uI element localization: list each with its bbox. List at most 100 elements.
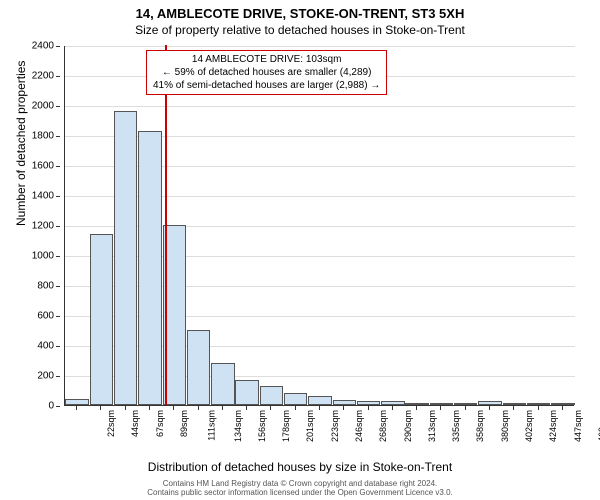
- histogram-bar: [308, 396, 331, 405]
- histogram-bar: [381, 401, 404, 406]
- histogram-bar: [503, 403, 526, 405]
- x-tick-mark: [149, 406, 150, 410]
- histogram-bar: [187, 330, 210, 405]
- histogram-bar: [527, 403, 550, 405]
- y-tick-label: 800: [37, 281, 54, 292]
- y-tick-mark: [56, 76, 60, 77]
- x-tick-label: 246sqm: [354, 410, 364, 442]
- info-line-1: 14 AMBLECOTE DRIVE: 103sqm: [153, 53, 380, 66]
- footer-line-1: Contains HM Land Registry data © Crown c…: [0, 479, 600, 489]
- y-tick-mark: [56, 196, 60, 197]
- y-tick-mark: [56, 406, 60, 407]
- x-tick-label: 89sqm: [179, 410, 189, 437]
- x-tick-label: 313sqm: [427, 410, 437, 442]
- chart-container: 14, AMBLECOTE DRIVE, STOKE-ON-TRENT, ST3…: [0, 0, 600, 500]
- plot-area: [64, 46, 574, 406]
- y-tick-label: 200: [37, 371, 54, 382]
- histogram-bar: [138, 131, 161, 406]
- histogram-bar: [430, 403, 453, 405]
- chart-area: [64, 46, 574, 406]
- y-tick-mark: [56, 316, 60, 317]
- x-tick-mark: [343, 406, 344, 410]
- x-tick-label: 156sqm: [257, 410, 267, 442]
- x-tick-mark: [562, 406, 563, 410]
- histogram-bar: [260, 386, 283, 406]
- x-tick-label: 402sqm: [524, 410, 534, 442]
- x-tick-label: 380sqm: [500, 410, 510, 442]
- histogram-bar: [333, 400, 356, 405]
- y-tick-mark: [56, 286, 60, 287]
- x-tick-mark: [538, 406, 539, 410]
- y-tick-label: 400: [37, 341, 54, 352]
- y-tick-label: 1600: [32, 161, 54, 172]
- histogram-bar: [357, 401, 380, 405]
- y-tick-label: 1400: [32, 191, 54, 202]
- x-tick-label: 22sqm: [106, 410, 116, 437]
- x-tick-label: 335sqm: [451, 410, 461, 442]
- x-tick-mark: [246, 406, 247, 410]
- x-tick-mark: [465, 406, 466, 410]
- x-tick-mark: [489, 406, 490, 410]
- y-tick-mark: [56, 226, 60, 227]
- x-tick-mark: [222, 406, 223, 410]
- histogram-bar: [235, 380, 258, 406]
- x-tick-mark: [76, 406, 77, 410]
- y-tick-mark: [56, 136, 60, 137]
- page-subtitle: Size of property relative to detached ho…: [0, 21, 600, 37]
- histogram-bar: [114, 111, 137, 405]
- x-tick-mark: [198, 406, 199, 410]
- x-tick-label: 447sqm: [573, 410, 583, 442]
- histogram-bar: [65, 399, 88, 405]
- x-tick-label: 424sqm: [548, 410, 558, 442]
- x-tick-mark: [440, 406, 441, 410]
- y-tick-label: 2200: [32, 71, 54, 82]
- y-tick-label: 1800: [32, 131, 54, 142]
- y-tick-mark: [56, 346, 60, 347]
- y-tick-label: 2400: [32, 41, 54, 52]
- info-line-3: 41% of semi-detached houses are larger (…: [153, 79, 380, 92]
- x-tick-mark: [173, 406, 174, 410]
- y-tick-mark: [56, 166, 60, 167]
- histogram-bar: [211, 363, 234, 405]
- x-tick-label: 178sqm: [281, 410, 291, 442]
- x-tick-label: 268sqm: [378, 410, 388, 442]
- y-tick-label: 0: [48, 401, 54, 412]
- x-tick-label: 67sqm: [155, 410, 165, 437]
- grid-line: [65, 106, 575, 107]
- x-tick-label: 290sqm: [403, 410, 413, 442]
- x-tick-label: 111sqm: [207, 410, 217, 441]
- x-axis-label: Distribution of detached houses by size …: [0, 460, 600, 474]
- x-tick-mark: [100, 406, 101, 410]
- x-tick-mark: [125, 406, 126, 410]
- x-tick-mark: [270, 406, 271, 410]
- page-title: 14, AMBLECOTE DRIVE, STOKE-ON-TRENT, ST3…: [0, 0, 600, 21]
- x-tick-label: 44sqm: [130, 410, 140, 437]
- y-tick-label: 1200: [32, 221, 54, 232]
- y-tick-label: 2000: [32, 101, 54, 112]
- info-box: 14 AMBLECOTE DRIVE: 103sqm ← 59% of deta…: [146, 50, 387, 95]
- histogram-bar: [478, 401, 501, 405]
- y-axis-ticks: 0200400600800100012001400160018002000220…: [0, 46, 60, 406]
- y-tick-mark: [56, 256, 60, 257]
- y-tick-mark: [56, 106, 60, 107]
- info-line-2: ← 59% of detached houses are smaller (4,…: [153, 66, 380, 79]
- x-tick-mark: [368, 406, 369, 410]
- y-tick-mark: [56, 46, 60, 47]
- histogram-bar: [284, 393, 307, 405]
- x-tick-mark: [416, 406, 417, 410]
- histogram-bar: [405, 403, 428, 405]
- x-tick-mark: [392, 406, 393, 410]
- histogram-bar: [90, 234, 113, 405]
- y-tick-label: 1000: [32, 251, 54, 262]
- grid-line: [65, 46, 575, 47]
- x-tick-mark: [513, 406, 514, 410]
- x-axis-ticks: 22sqm 44sqm 67sqm 89sqm 111sqm 134sqm 156sqm 17…: [64, 406, 574, 450]
- y-tick-mark: [56, 376, 60, 377]
- footer-line-2: Contains public sector information licen…: [0, 488, 600, 498]
- histogram-bar: [454, 403, 477, 405]
- x-tick-label: 134sqm: [233, 410, 243, 442]
- histogram-bar: [551, 403, 574, 405]
- x-tick-mark: [319, 406, 320, 410]
- x-tick-mark: [295, 406, 296, 410]
- x-tick-label: 201sqm: [305, 410, 315, 442]
